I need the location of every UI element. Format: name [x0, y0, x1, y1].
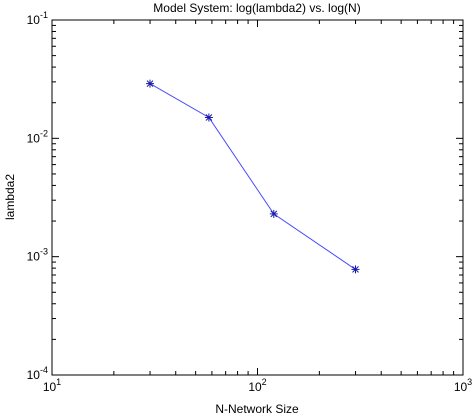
- x-tick-label: 103: [454, 377, 472, 394]
- data-point: [351, 265, 360, 274]
- data-point-stroke: [146, 80, 154, 87]
- plot-frame: [51, 19, 464, 376]
- y-tick-label: 10-4: [27, 365, 48, 382]
- data-point-stroke: [270, 210, 278, 218]
- data-point: [146, 79, 154, 88]
- series-layer: [146, 79, 360, 274]
- ticks: 101 102 103 10-4 10-3 10-2 10-1: [27, 10, 473, 394]
- y-tick-label: 10-3: [27, 247, 48, 264]
- axes: [51, 19, 464, 376]
- data-point: [269, 209, 278, 218]
- series-line: [149, 83, 356, 270]
- y-tick-label: 10-2: [27, 128, 48, 145]
- y-axis-label: lambda2: [3, 174, 17, 220]
- x-tick-label: 102: [248, 377, 266, 394]
- y-tick-label: 10-1: [27, 10, 48, 27]
- x-tick-label: 101: [43, 377, 61, 394]
- data-point-stroke: [205, 114, 213, 121]
- data-point-stroke: [352, 266, 359, 273]
- data-point: [204, 113, 213, 122]
- chart-title: Model System: log(lambda2) vs. log(N): [153, 1, 360, 15]
- x-axis-label: N-Network Size: [215, 402, 299, 416]
